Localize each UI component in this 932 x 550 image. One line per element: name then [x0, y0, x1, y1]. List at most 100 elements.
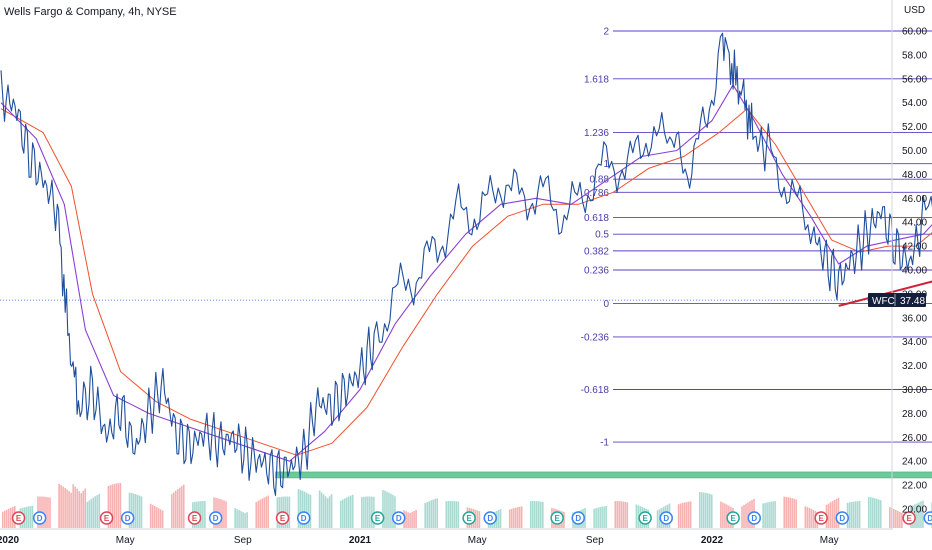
price-tick-label: 60.00	[902, 27, 927, 38]
volume-bar	[497, 509, 500, 528]
price-tick-label: 58.00	[902, 50, 927, 61]
volume-bar	[64, 487, 66, 528]
volume-bar	[371, 496, 373, 528]
volume-bar	[436, 498, 438, 528]
volume-bar	[324, 496, 327, 528]
volume-bar	[710, 494, 713, 528]
event-marker	[923, 511, 932, 525]
volume-bar	[683, 502, 686, 528]
event-symbol: E	[554, 514, 560, 523]
event-symbol: E	[280, 514, 286, 523]
volume-bar	[242, 512, 244, 528]
volume-bar	[848, 502, 851, 528]
volume-bar	[149, 503, 152, 528]
volume-bar	[518, 506, 521, 528]
volume-bar	[499, 509, 502, 528]
volume-bar	[301, 490, 304, 528]
volume-bar	[895, 509, 897, 528]
volume-bar	[689, 501, 692, 528]
axes	[0, 0, 893, 530]
volume-bar	[234, 508, 236, 528]
volume-bar	[679, 503, 682, 528]
volume-bar	[850, 501, 853, 528]
volume-bar	[603, 506, 605, 528]
ma_slow-line	[0, 108, 932, 456]
volume-bar	[29, 506, 32, 528]
volume-bar	[601, 506, 603, 528]
volume-bar	[542, 501, 544, 528]
volume-bar	[299, 489, 302, 528]
price-tick-label: 24.00	[902, 457, 927, 468]
event-symbol: D	[125, 514, 131, 523]
volume-bar	[136, 494, 139, 528]
volume-bar	[426, 502, 428, 528]
price-tick-label: 42.00	[902, 242, 927, 253]
volume-bar	[109, 485, 112, 528]
volume-bar	[322, 494, 325, 528]
volume-bar	[720, 501, 722, 528]
time-tick-label: Sep	[234, 535, 252, 546]
volume-bar	[172, 492, 175, 528]
volume-bar	[157, 508, 160, 528]
volume-bar	[307, 493, 310, 528]
fib-level-label: 0.5	[595, 230, 609, 241]
volume-bar	[4, 510, 6, 528]
volume-bar	[240, 511, 242, 528]
price-tag-ticker: WFC	[872, 296, 895, 307]
volume-bar	[747, 502, 749, 528]
volume-bar	[451, 501, 454, 528]
event-marker	[462, 511, 476, 525]
volume-bar	[595, 508, 597, 528]
event-marker	[187, 511, 202, 525]
volume-bar	[68, 491, 70, 528]
volume-bar	[536, 501, 538, 528]
volume-bar	[343, 498, 346, 528]
volume-bar	[86, 501, 89, 528]
volume-bar	[92, 497, 95, 528]
event-symbol: D	[575, 514, 581, 523]
volume-bar	[140, 496, 143, 528]
event-marker	[814, 511, 828, 525]
volume-bar	[616, 501, 619, 528]
volume-bar	[424, 503, 426, 528]
event-marker	[99, 511, 114, 525]
event-symbol: E	[16, 514, 22, 523]
event-marker	[296, 511, 311, 525]
volume-bar	[382, 489, 384, 528]
price-tick-label: 50.00	[902, 146, 927, 157]
fib-level-label: 0.382	[584, 246, 609, 257]
volume-bar	[180, 486, 183, 528]
volume-bar	[407, 512, 409, 528]
volume-bar	[339, 500, 342, 528]
volume-bar	[899, 511, 901, 528]
volume-bar	[328, 496, 331, 528]
volume-bar	[867, 496, 870, 528]
price-tick-label: 52.00	[902, 122, 927, 133]
event-marker	[208, 511, 223, 525]
volume-bar	[476, 510, 479, 528]
fib-level-label: -0.236	[581, 332, 610, 343]
volume-bar	[345, 497, 348, 528]
volume-bar	[88, 500, 91, 528]
volume-bar	[428, 501, 430, 528]
volume-bar	[259, 499, 262, 528]
event-symbol: E	[730, 514, 736, 523]
volume-bar	[117, 483, 120, 528]
volume-bar	[743, 505, 745, 528]
fib-level-label: -0.618	[581, 385, 610, 396]
volume-bar	[791, 498, 794, 528]
volume-bar	[879, 500, 882, 528]
price-tag[interactable]: WFC 37.48	[868, 293, 926, 307]
volume-bar	[107, 485, 110, 528]
volume-bar	[119, 483, 122, 528]
price-axis-ticks: 20.00 22.00 24.00 26.00 28.00 30.00 32.00 34.00…	[902, 27, 927, 516]
price-tick-label: 22.00	[902, 481, 927, 492]
volume-bar	[704, 492, 707, 528]
volume-bar	[889, 507, 891, 528]
volume-bar	[390, 493, 392, 528]
volume-bar	[530, 501, 532, 528]
volume-bar	[159, 509, 162, 528]
event-marker	[32, 511, 47, 525]
event-symbol: D	[751, 514, 757, 523]
